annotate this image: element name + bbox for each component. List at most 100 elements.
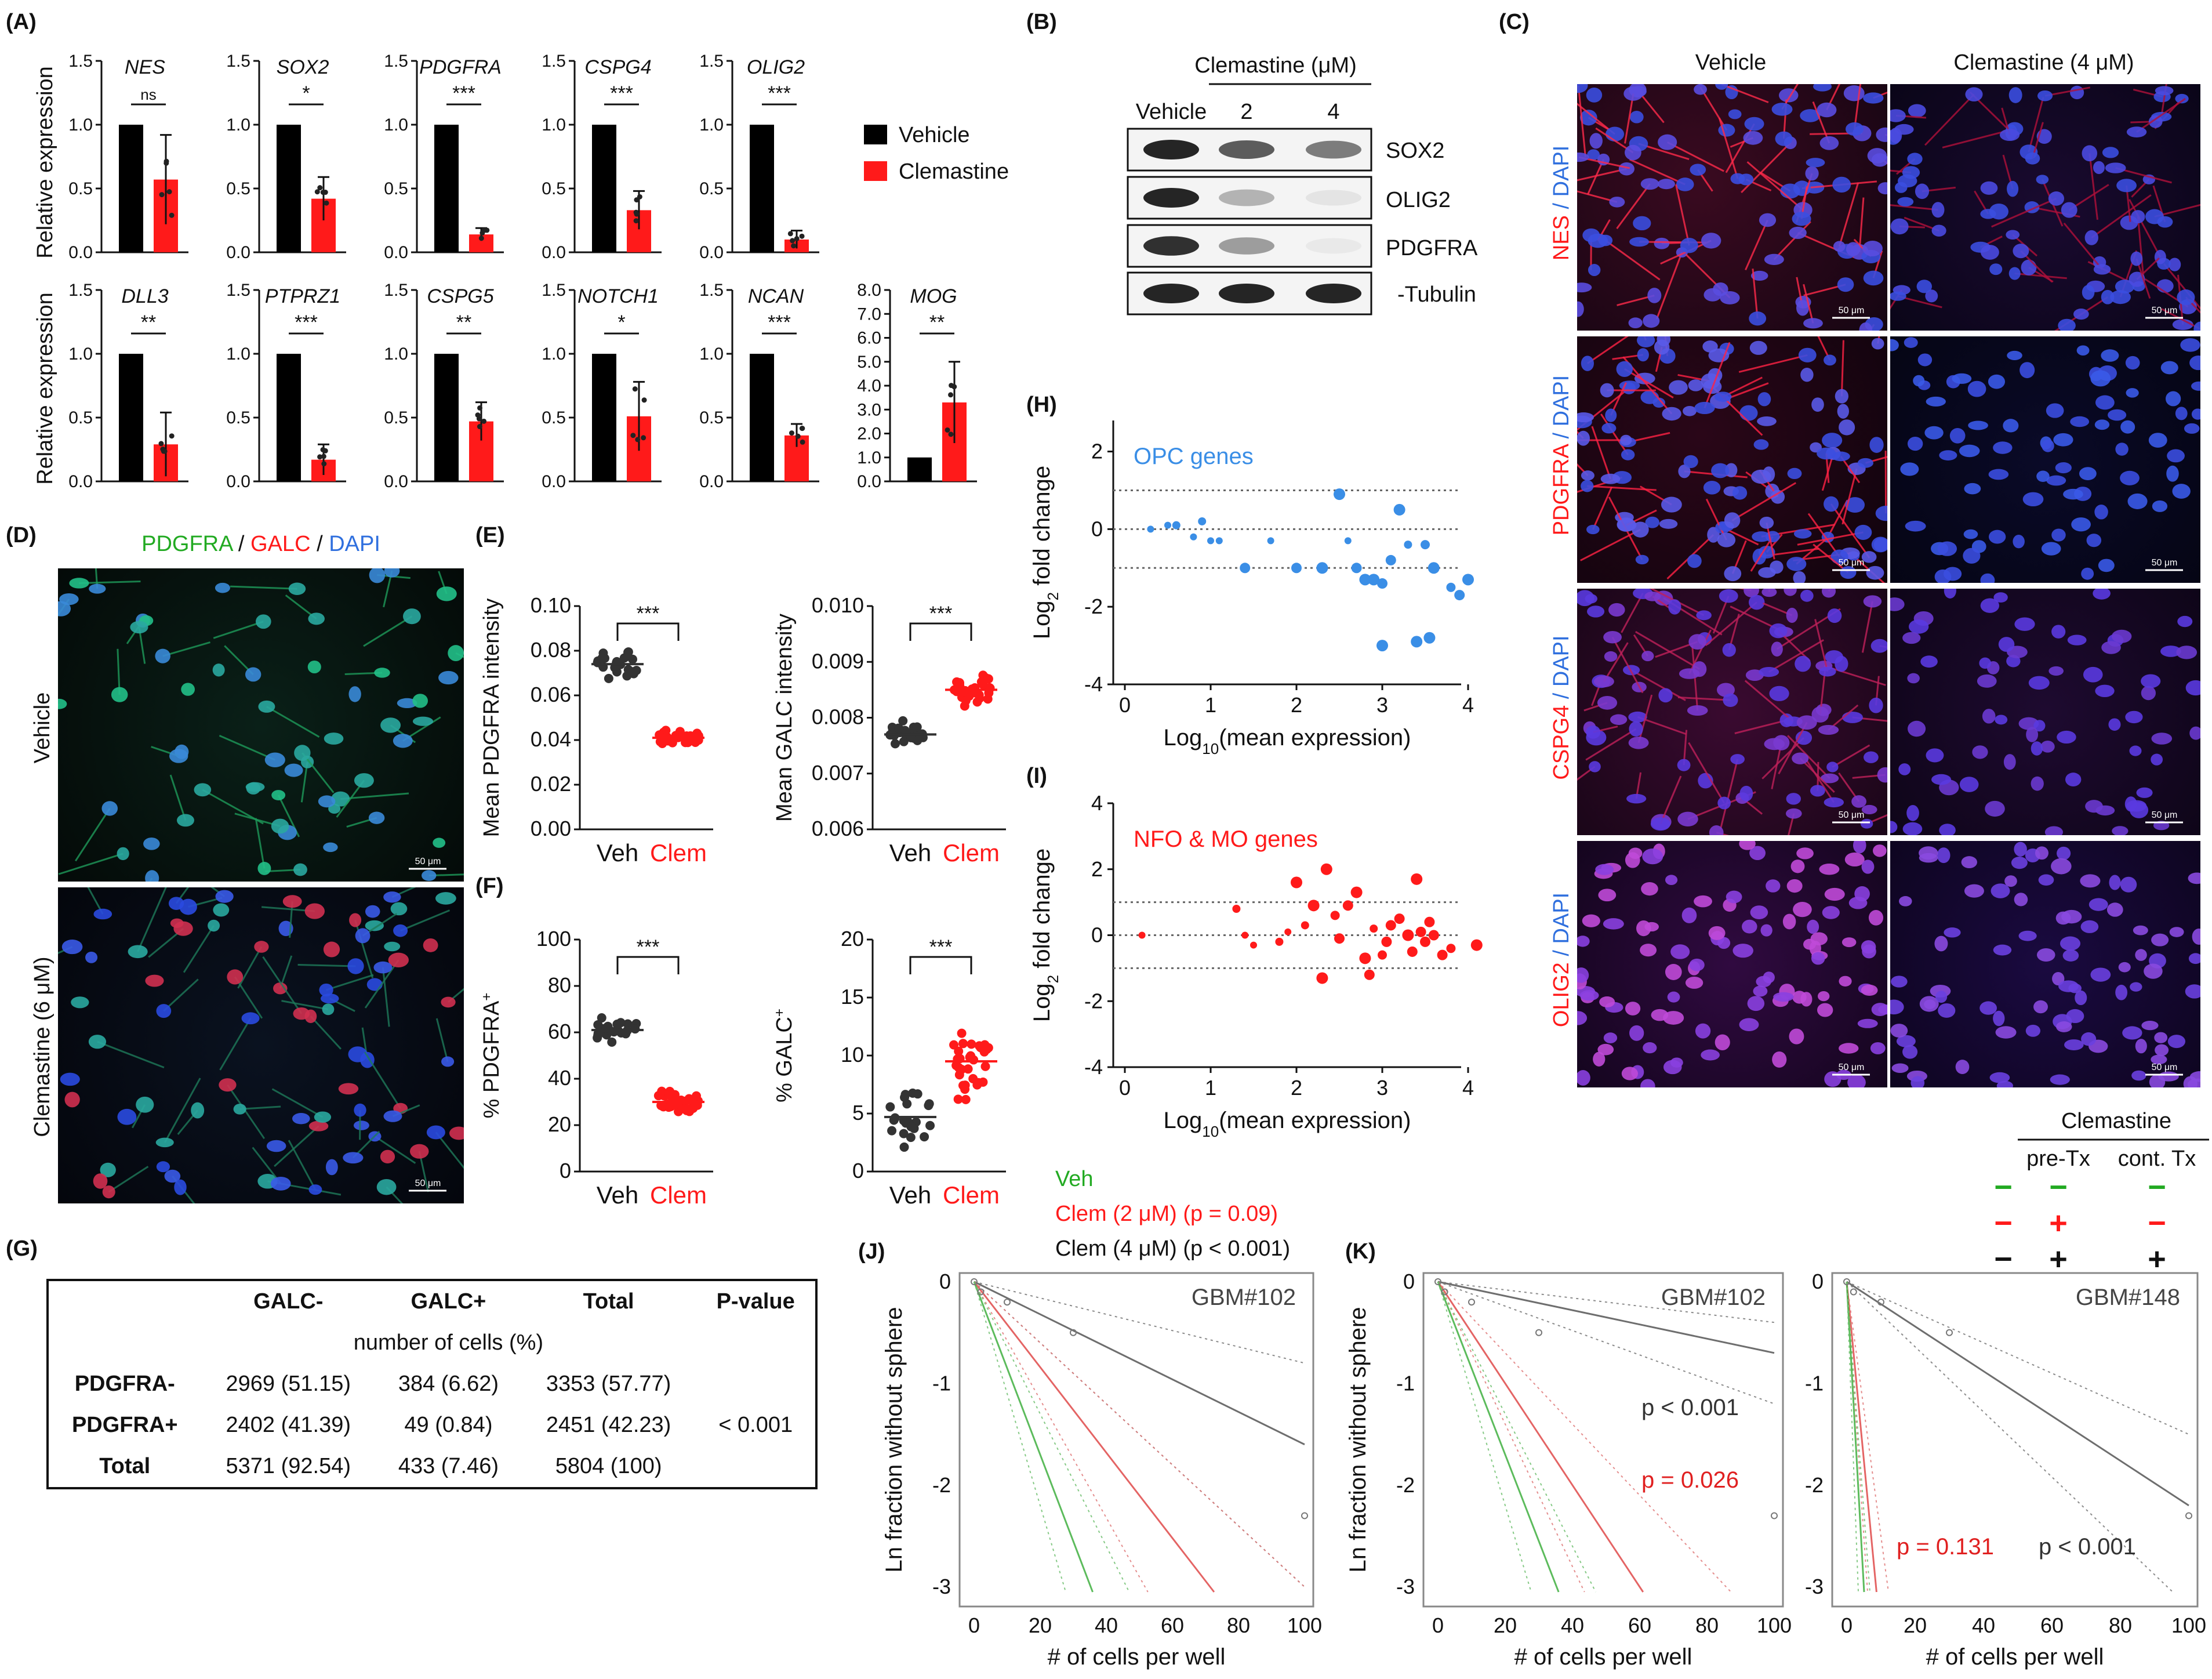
panel-c-image-clemastine: 50 μm — [1890, 841, 2200, 1087]
cell-nucleus — [1980, 181, 1998, 195]
data-point — [635, 437, 641, 443]
fit-line — [1846, 1281, 2189, 1435]
data-point — [902, 1099, 912, 1109]
cell-process — [183, 925, 215, 973]
data-point — [164, 158, 169, 164]
cell-nucleus — [1758, 567, 1776, 578]
y-tick-label: 1.5 — [384, 52, 408, 71]
table-cell: 384 (6.62) — [398, 1372, 499, 1396]
band-tubulin-label: -Tubulin — [1397, 282, 1476, 307]
cell-process — [1858, 197, 1865, 252]
sig-bracket — [909, 956, 972, 974]
data-point — [2185, 1512, 2192, 1520]
cell-nucleus — [69, 578, 89, 589]
cell-nucleus — [1753, 439, 1769, 450]
y-tick-label: 0.0 — [699, 243, 724, 262]
ylabel-sup: + — [479, 993, 495, 1001]
cell-nucleus — [1659, 518, 1678, 529]
cell-nucleus — [1991, 883, 2010, 898]
cell-nucleus — [1629, 111, 1644, 124]
cell-nucleus — [215, 582, 230, 593]
cell-nucleus — [2135, 949, 2147, 961]
x-tick-label: 20 — [1494, 1613, 1517, 1637]
panel-letter-b: (B) — [1026, 10, 1057, 34]
y-tick-label: 4.0 — [857, 376, 881, 396]
cell-nucleus — [384, 941, 401, 952]
cell-process — [239, 1105, 281, 1110]
x-tick-label: 4 — [1462, 1076, 1474, 1100]
cell-nucleus — [181, 683, 195, 696]
data-point — [480, 230, 485, 236]
cell-process — [2032, 122, 2044, 159]
x-label-veh: Veh — [889, 839, 931, 866]
cell-nucleus — [1623, 665, 1640, 676]
y-tick-label: 0.06 — [531, 683, 571, 706]
y-tick-label: 0.5 — [68, 408, 93, 427]
cell-nucleus — [1876, 127, 1887, 142]
x-tick-label: 3 — [1376, 1076, 1388, 1100]
cell-nucleus — [1890, 999, 1904, 1015]
data-point — [977, 1288, 985, 1296]
cell-process — [391, 887, 416, 898]
cell-nucleus — [1863, 92, 1884, 104]
cell-nucleus — [365, 920, 384, 931]
data-point — [899, 1129, 909, 1138]
data-point — [887, 1126, 897, 1136]
cell-nucleus — [1764, 738, 1785, 750]
cell-process — [163, 978, 199, 1012]
table-header-cell: P-value — [716, 1289, 795, 1314]
cell-nucleus — [2189, 726, 2200, 740]
cell-nucleus — [1757, 392, 1771, 407]
cell-nucleus — [128, 945, 148, 959]
cell-nucleus — [1980, 598, 2000, 613]
data-point — [317, 454, 323, 460]
data-point — [1334, 933, 1345, 944]
cell-nucleus — [1696, 610, 1712, 621]
cell-nucleus — [1813, 84, 1832, 92]
table-cell — [696, 1446, 816, 1488]
cell-nucleus — [155, 648, 170, 663]
cell-nucleus — [1608, 603, 1625, 617]
data-point — [616, 1018, 626, 1028]
panel-d-title-galc: GALC — [250, 532, 310, 556]
x-tick-label: 80 — [1227, 1613, 1250, 1637]
cell-nucleus — [2156, 279, 2174, 293]
cell-nucleus — [2014, 617, 2035, 631]
cell-nucleus — [1877, 182, 1887, 195]
cell-nucleus — [2031, 776, 2044, 791]
cell-nucleus — [1577, 84, 1588, 93]
cell-nucleus — [143, 837, 160, 850]
cell-nucleus — [1811, 952, 1825, 965]
cell-nucleus — [2185, 984, 2200, 999]
cell-nucleus — [1934, 935, 1948, 952]
cell-nucleus — [308, 1120, 329, 1132]
cell-nucleus — [2011, 857, 2028, 869]
cell-nucleus — [2151, 1054, 2167, 1065]
blot-band — [1143, 284, 1199, 303]
cell-process — [1675, 184, 1690, 246]
data-point — [1407, 946, 1418, 957]
panel-k2-title: GBM#148 — [2076, 1285, 2180, 1310]
cell-nucleus — [1600, 473, 1621, 484]
cell-process — [1705, 601, 1757, 647]
cell-nucleus — [191, 1102, 205, 1119]
cell-process — [1621, 593, 1644, 633]
cell-nucleus — [1835, 655, 1848, 672]
y-tick-label: 1.5 — [226, 281, 250, 300]
cell-nucleus — [1792, 991, 1807, 1004]
cell-nucleus — [388, 952, 409, 967]
cell-nucleus — [2031, 741, 2043, 756]
bar-vehicle — [750, 354, 774, 481]
data-point — [957, 1028, 967, 1038]
cell-nucleus — [1759, 516, 1774, 529]
fit-line — [974, 1281, 1305, 1446]
y-tick-label: 1.5 — [68, 281, 93, 300]
cell-nucleus — [1795, 655, 1811, 672]
data-point — [1215, 537, 1223, 545]
x-label-veh: Veh — [597, 1181, 638, 1209]
cell-nucleus — [2131, 210, 2145, 224]
cell-process — [1768, 639, 1824, 673]
data-point — [593, 1020, 603, 1029]
cell-nucleus — [1827, 608, 1842, 623]
legend-j-veh: Veh — [1055, 1167, 1094, 1191]
